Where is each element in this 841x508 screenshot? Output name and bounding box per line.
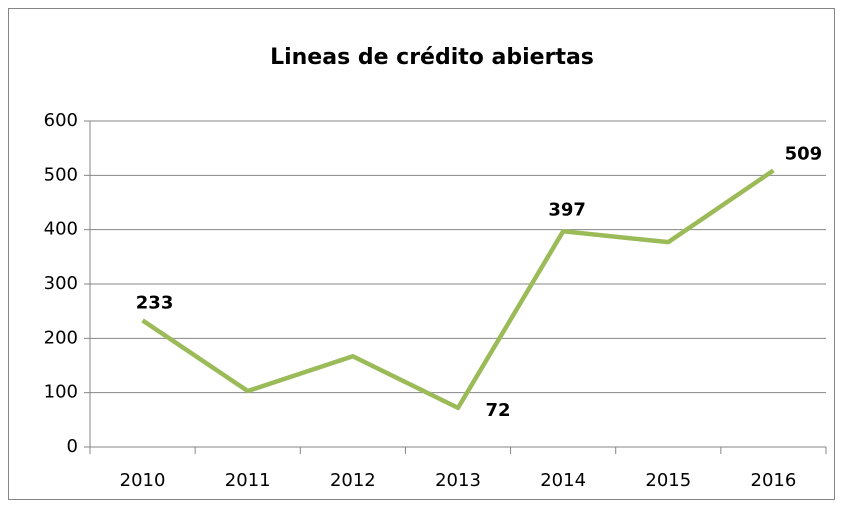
y-tick-label: 300	[44, 273, 78, 294]
x-tick-label: 2015	[645, 470, 691, 491]
y-tick-label: 200	[44, 327, 78, 348]
series-line	[141, 168, 775, 411]
x-tick-label: 2011	[225, 470, 271, 491]
x-tick-label: 2013	[435, 470, 481, 491]
chart-title: Lineas de crédito abiertas	[270, 45, 594, 70]
y-tick-label: 500	[44, 164, 78, 185]
data-label: 397	[548, 199, 586, 220]
data-label: 509	[785, 143, 823, 164]
x-tick-label: 2012	[330, 470, 376, 491]
y-tick-label: 400	[44, 219, 78, 240]
x-tick-label: 2010	[120, 470, 166, 491]
y-tick-label: 600	[44, 110, 78, 131]
x-tick-label: 2016	[751, 470, 797, 491]
data-label: 72	[485, 400, 510, 421]
y-tick-label: 0	[67, 436, 78, 457]
x-tick-label: 2014	[540, 470, 586, 491]
data-label: 233	[136, 292, 174, 313]
y-tick-label: 100	[44, 382, 78, 403]
chart-border	[8, 8, 835, 500]
